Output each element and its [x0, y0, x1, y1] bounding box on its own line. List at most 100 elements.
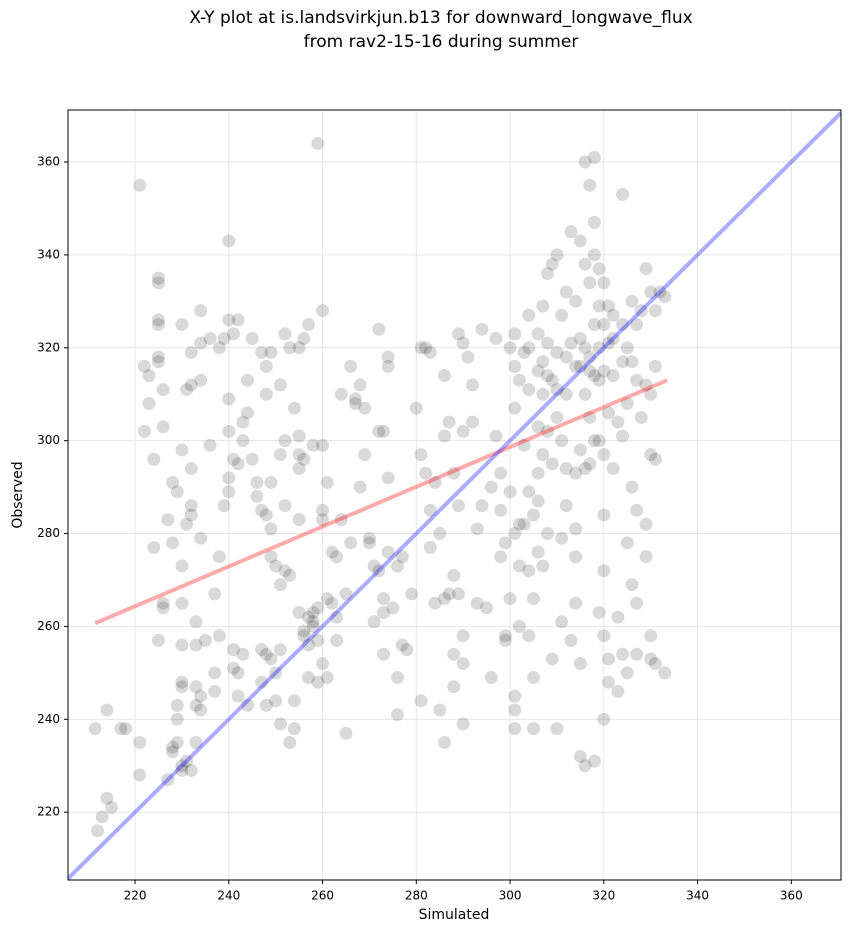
point [358, 448, 372, 462]
point [236, 647, 250, 661]
point [597, 712, 611, 726]
point [470, 596, 484, 610]
point [194, 703, 208, 717]
point [175, 559, 189, 573]
point [583, 410, 597, 424]
point [189, 736, 203, 750]
point [616, 355, 630, 369]
point [550, 248, 564, 262]
chart-subtitle: from rav2-15-16 during summer [304, 32, 579, 52]
point [611, 610, 625, 624]
point [156, 383, 170, 397]
point [175, 675, 189, 689]
point [301, 638, 315, 652]
point [437, 369, 451, 383]
point [264, 522, 278, 536]
y-tick-label: 220 [37, 805, 60, 819]
point [597, 364, 611, 378]
point [587, 150, 601, 164]
point [437, 736, 451, 750]
point [545, 652, 559, 666]
point [278, 434, 292, 448]
point [320, 671, 334, 685]
point [330, 550, 344, 564]
point [503, 592, 517, 606]
point [508, 703, 522, 717]
point [264, 652, 278, 666]
point [330, 610, 344, 624]
point [217, 331, 231, 345]
point [301, 318, 315, 332]
point [522, 485, 536, 499]
point [522, 383, 536, 397]
point [222, 485, 236, 499]
point [526, 508, 540, 522]
point [316, 304, 330, 318]
point [372, 322, 386, 336]
point [522, 341, 536, 355]
point [241, 373, 255, 387]
point [362, 536, 376, 550]
point [470, 522, 484, 536]
point [151, 313, 165, 327]
point [311, 601, 325, 615]
point [292, 605, 306, 619]
point [245, 331, 259, 345]
point [170, 712, 184, 726]
point [447, 466, 461, 480]
point [489, 429, 503, 443]
point [264, 345, 278, 359]
point [175, 680, 189, 694]
point [147, 452, 161, 466]
point [250, 489, 264, 503]
point [541, 336, 555, 350]
point [194, 689, 208, 703]
point [381, 471, 395, 485]
point [634, 304, 648, 318]
point [545, 373, 559, 387]
point [367, 615, 381, 629]
point [616, 647, 630, 661]
point [658, 666, 672, 680]
point [578, 155, 592, 169]
point [226, 327, 240, 341]
point [88, 722, 102, 736]
point [578, 387, 592, 401]
y-tick-label: 340 [37, 247, 60, 261]
point [391, 671, 405, 685]
point [423, 345, 437, 359]
point [189, 698, 203, 712]
point [194, 336, 208, 350]
point [512, 619, 526, 633]
point [517, 517, 531, 531]
point [466, 415, 480, 429]
point [428, 596, 442, 610]
point [142, 397, 156, 411]
point [151, 355, 165, 369]
point [175, 318, 189, 332]
point [250, 475, 264, 489]
point [630, 318, 644, 332]
point [311, 136, 325, 150]
point [283, 341, 297, 355]
point [301, 610, 315, 624]
point [517, 438, 531, 452]
point [573, 359, 587, 373]
point [301, 671, 315, 685]
point [508, 689, 522, 703]
point [644, 448, 658, 462]
point [325, 545, 339, 559]
point [569, 550, 583, 564]
x-axis-label: Simulated [419, 907, 490, 923]
point [236, 415, 250, 429]
point [601, 652, 615, 666]
point [456, 336, 470, 350]
point [137, 359, 151, 373]
point [184, 508, 198, 522]
point [456, 717, 470, 731]
point [512, 373, 526, 387]
point [180, 517, 194, 531]
point [339, 587, 353, 601]
point [255, 643, 269, 657]
point [194, 304, 208, 318]
